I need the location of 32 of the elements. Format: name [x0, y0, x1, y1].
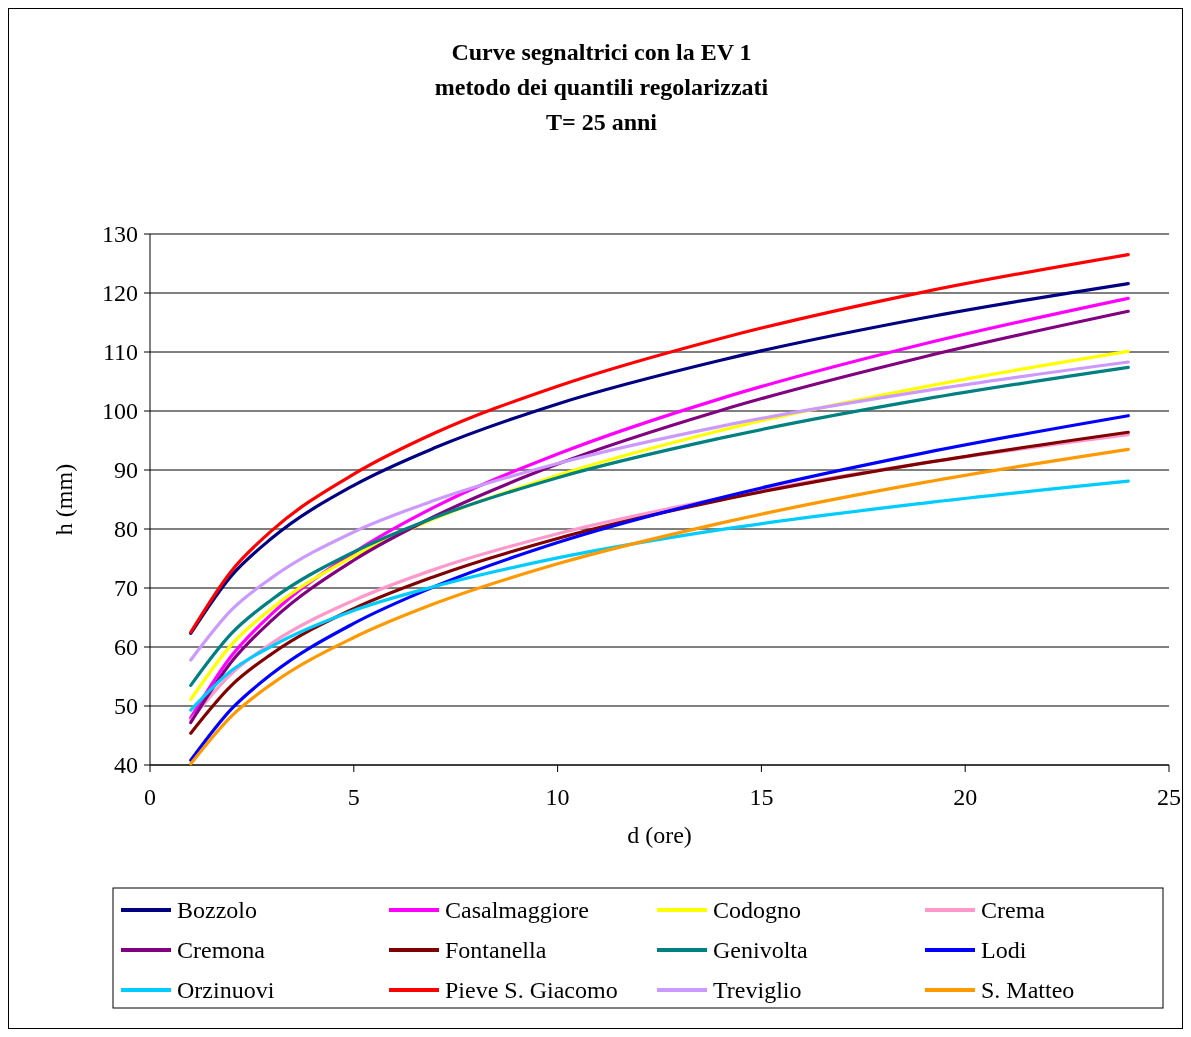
legend-label: Pieve S. Giacomo: [445, 977, 618, 1003]
x-axis-title: d (ore): [627, 822, 692, 848]
y-tick-label: 100: [102, 398, 138, 424]
y-axis-title: h (mm): [51, 463, 77, 536]
legend-label: Casalmaggiore: [445, 897, 589, 923]
y-tick-label: 70: [114, 575, 138, 601]
legend-label: Lodi: [981, 937, 1027, 963]
legend-label: Bozzolo: [177, 897, 257, 923]
y-tick-label: 50: [114, 693, 138, 719]
legend-label: Genivolta: [713, 937, 808, 963]
y-tick-label: 130: [102, 221, 138, 247]
chart-title: Curve segnaltrici con la EV 1 metodo dei quantili regolarizzati T= 25 anni: [434, 39, 769, 135]
y-tick-label: 40: [114, 752, 138, 778]
legend-label: Crema: [981, 897, 1046, 923]
legend-label: Codogno: [713, 897, 802, 923]
x-tick-label: 5: [347, 784, 360, 810]
y-tick-label: 90: [114, 457, 138, 483]
x-tick-label: 10: [545, 784, 570, 810]
line-series: [189, 479, 1130, 712]
legend-label: Treviglio: [713, 977, 802, 1003]
y-tick-label: 110: [102, 339, 138, 365]
x-tick-label: 15: [749, 784, 774, 810]
legend-label: S. Matteo: [981, 977, 1075, 1003]
x-tick-label: 25: [1157, 784, 1181, 810]
legend-label: Orzinuovi: [177, 977, 275, 1003]
legend-label: Fontanella: [445, 937, 547, 963]
y-tick-label: 120: [102, 280, 138, 306]
y-tick-label: 80: [114, 516, 138, 542]
y-tick-label: 60: [114, 634, 138, 660]
legend-label: Cremona: [177, 937, 266, 963]
x-tick-label: 20: [953, 784, 978, 810]
x-tick-label: 0: [144, 784, 156, 810]
